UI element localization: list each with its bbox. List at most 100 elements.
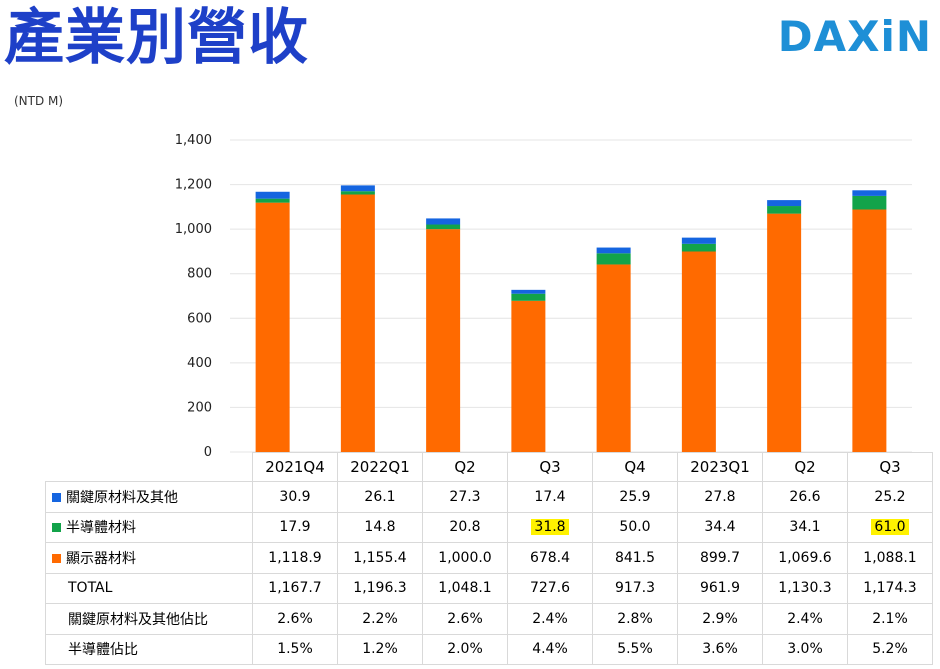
table-cell: 3.6% [677,633,763,665]
cell-value: 2.1% [872,610,908,627]
table-cell: 1,130.3 [762,572,848,604]
y-tick-label: 1,000 [175,222,212,237]
bar-series [255,185,887,452]
table-cell: 34.1 [762,511,848,543]
cell-value: 34.4 [704,519,736,536]
table-cell: 2.8% [592,603,678,635]
row-label: 關鍵原材料及其他佔比 [68,611,208,628]
table-row: 顯示器材料 1,118.9 1,155.4 1,000.0 678.4 841.5 899.… [45,542,933,574]
table-cell: 50.0 [592,511,678,543]
bar-semiconductor-7 [852,195,887,210]
table-cell: 1,167.7 [252,572,338,604]
cell-value: 26.1 [364,488,396,505]
data-table: 2021Q4 2022Q1 Q2 Q3 Q4 2023Q1 Q2 Q3 關鍵原材料及其他 30.… [45,452,933,665]
cell-value: 17.4 [534,488,566,505]
table-cell: 1,174.3 [847,572,933,604]
bar-key_materials-7 [852,190,887,196]
table-cell: 5.2% [847,633,933,665]
table-cell: 26.6 [762,481,848,513]
bar-semiconductor-6 [767,206,802,214]
table-cell: 1,118.9 [252,542,338,574]
cell-value: 25.9 [619,488,651,505]
bar-key_materials-0 [255,191,290,199]
row-label-cell: TOTAL [45,572,253,604]
cell-value: 2.2% [362,610,398,627]
cell-value: 31.8 [531,519,569,536]
row-label-cell: 半導體佔比 [45,633,253,665]
table-cell: 1,155.4 [337,542,423,574]
cell-value: 61.0 [871,519,909,536]
cell-value: 34.1 [789,519,821,536]
cell-value: 1,130.3 [778,580,832,597]
table-cell: 61.0 [847,511,933,543]
bar-display-3 [511,300,546,452]
cell-value: 2.8% [617,610,653,627]
cell-value: 3.0% [787,641,823,658]
table-cell: 727.6 [507,572,593,604]
cell-value: 17.9 [279,519,311,536]
cell-value: 917.3 [614,580,656,597]
cell-value: 1,118.9 [268,549,322,566]
cell-value: 1,088.1 [863,549,917,566]
table-cell: 841.5 [592,542,678,574]
table-cell: 1,048.1 [422,572,508,604]
row-label: 關鍵原材料及其他 [66,489,178,506]
table-cell: 2.0% [422,633,508,665]
cell-value: 25.2 [874,488,906,505]
category-header-row: 2021Q4 2022Q1 Q2 Q3 Q4 2023Q1 Q2 Q3 [45,452,933,482]
bar-display-7 [852,209,887,452]
table-cell: 5.5% [592,633,678,665]
cell-value: 1,155.4 [353,549,407,566]
cell-value: 678.4 [529,549,571,566]
cell-value: 841.5 [614,549,656,566]
table-cell: 2.4% [507,603,593,635]
cell-value: 14.8 [364,519,396,536]
cell-value: 2.4% [787,610,823,627]
bar-semiconductor-5 [681,243,716,252]
table-cell: 2.1% [847,603,933,635]
row-label: 半導體佔比 [68,642,138,659]
row-label: 顯示器材料 [66,550,136,567]
table-cell: 34.4 [677,511,763,543]
page-title: 產業別營收 [4,3,309,73]
category-label: Q3 [847,452,933,482]
table-cell: 961.9 [677,572,763,604]
cell-value: 1.5% [277,641,313,658]
row-label-cell: 半導體材料 [45,511,253,543]
row-label: TOTAL [68,580,113,597]
table-row: 半導體佔比 1.5% 1.2% 2.0% 4.4% 5.5% 3.6% 3.0% 5.2% [45,633,933,665]
table-cell: 1.2% [337,633,423,665]
table-cell: 17.4 [507,481,593,513]
category-label: Q2 [422,452,508,482]
bar-display-1 [340,194,375,452]
table-cell: 27.3 [422,481,508,513]
table-cell: 917.3 [592,572,678,604]
legend-swatch [52,523,61,533]
bar-key_materials-6 [767,200,802,207]
category-label: Q4 [592,452,678,482]
table-cell: 14.8 [337,511,423,543]
bar-key_materials-5 [681,237,716,244]
category-label: Q3 [507,452,593,482]
table-cell: 20.8 [422,511,508,543]
bar-display-2 [426,229,461,452]
cell-value: 27.3 [449,488,481,505]
y-tick-label: 800 [187,267,212,282]
bar-key_materials-1 [340,185,375,192]
legend-swatch [52,553,61,563]
cell-value: 27.8 [704,488,736,505]
cell-value: 20.8 [449,519,481,536]
cell-value: 2.9% [702,610,738,627]
table-cell: 30.9 [252,481,338,513]
bar-display-5 [681,251,716,452]
table-cell: 31.8 [507,511,593,543]
gridlines [230,139,912,453]
y-tick-label: 200 [187,400,212,415]
bar-display-4 [596,264,631,452]
cell-value: 899.7 [699,549,741,566]
bar-semiconductor-4 [596,253,631,265]
cell-value: 50.0 [619,519,651,536]
y-tick-label: 1,400 [175,133,212,148]
table-cell: 4.4% [507,633,593,665]
